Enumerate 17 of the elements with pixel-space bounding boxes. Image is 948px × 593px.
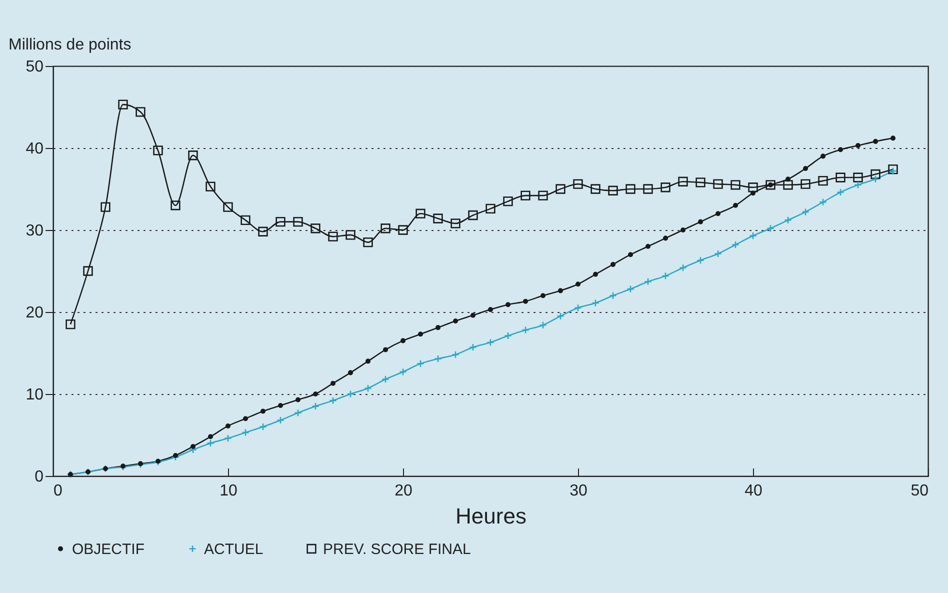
y-tick-label: 0 (34, 468, 44, 486)
y-tick-label: 50 (26, 58, 44, 76)
x-tick-label: 50 (910, 482, 929, 500)
legend-label: PREV. SCORE FINAL (323, 540, 471, 558)
y-tick-label: 30 (26, 222, 44, 240)
x-tick-label: 40 (744, 482, 762, 500)
y-axis-title: Millions de points (8, 36, 132, 54)
x-tick-label: 20 (394, 482, 412, 500)
x-tick-label: 10 (220, 482, 238, 500)
x-tick-label: 30 (570, 482, 588, 500)
legend-label: OBJECTIF (72, 540, 145, 558)
x-axis-title: Heures (456, 504, 526, 528)
legend-label: ACTUEL (204, 540, 264, 558)
y-tick-label: 20 (26, 304, 44, 322)
y-tick-label: 10 (26, 386, 44, 404)
x-tick-label: 0 (54, 482, 62, 500)
y-tick-label: 40 (26, 140, 44, 158)
